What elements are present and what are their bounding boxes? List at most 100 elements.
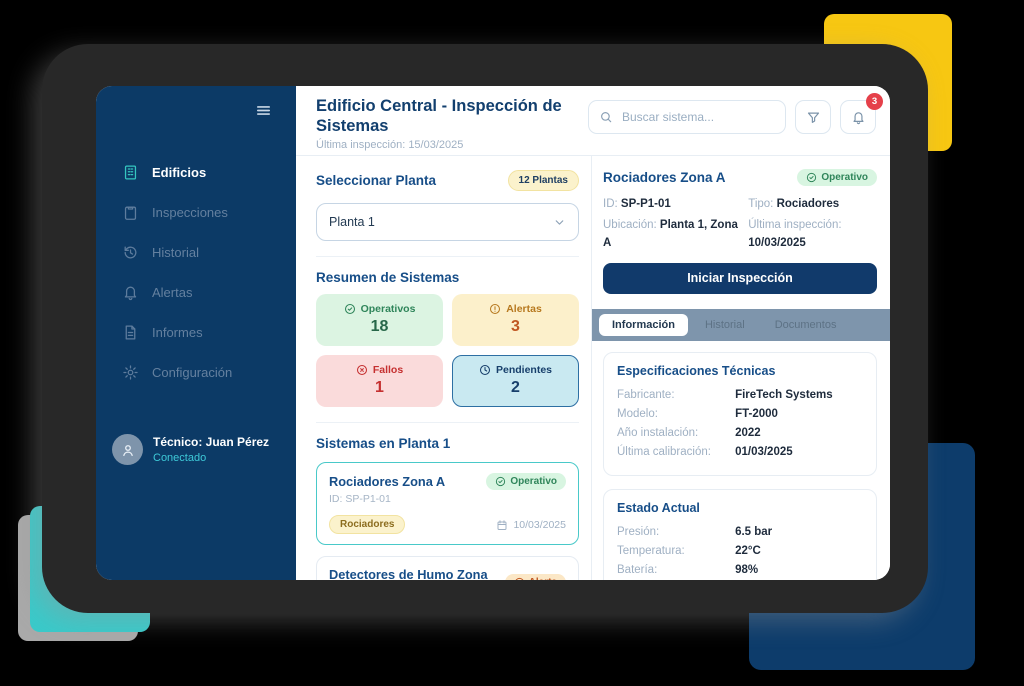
plant-select[interactable]: Planta 1 [316,203,579,241]
sidebar-item-alertas[interactable]: Alertas [112,277,280,308]
alert-circle-icon [514,577,525,580]
avatar [112,434,143,465]
system-name: Rociadores Zona A [329,474,446,489]
sidebar-item-inspecciones[interactable]: Inspecciones [112,197,280,228]
spec-row: Modelo: FT-2000 [617,408,778,421]
history-icon [122,244,139,261]
sidebar-item-configuracion[interactable]: Configuración [112,357,280,388]
system-type-tag: Rociadores [329,515,406,534]
status-badge: Alerta [504,573,566,580]
summary-value: 1 [375,379,384,396]
filter-button[interactable] [795,100,831,134]
system-name: Detectores de Humo Zona B [329,567,488,580]
sidebar-item-label: Edificios [152,165,207,180]
right-column: Rociadores Zona A Operativo ID: SP-P1-01 [592,156,890,580]
detail-fields: ID: SP-P1-01 Tipo: Rociadores Ubicación:… [603,196,877,252]
status-badge: Operativo [486,473,566,490]
detail-field: Ubicación: Planta 1, Zona A [603,219,738,249]
page-subtitle: Última inspección: 15/03/2025 [316,139,464,152]
bell-icon [122,284,139,301]
tab-informacion[interactable]: Información [599,313,688,336]
system-list-item[interactable]: Detectores de Humo Zona B Alerta ID: SP-… [316,556,579,580]
system-id: ID: SP-P1-01 [329,493,391,505]
state-row: Temperatura: 22°C [617,545,761,558]
system-date: 10/03/2025 [496,519,566,531]
sidebar: Edificios Inspecciones Historial [96,86,296,580]
main-area: Edificio Central - Inspección de Sistema… [296,86,890,580]
summary-card-pendientes[interactable]: Pendientes 2 [452,355,579,407]
detail-field: Última inspección: 10/03/2025 [748,219,842,249]
search-box[interactable] [588,100,786,134]
funnel-icon [806,110,821,125]
topbar: Edificio Central - Inspección de Sistema… [296,86,890,156]
specs-card: Especificaciones Técnicas Fabricante: Fir… [603,351,877,476]
plant-select-value: Planta 1 [329,215,375,229]
summary-card-alertas[interactable]: Alertas 3 [452,294,579,346]
sidebar-item-label: Alertas [152,285,193,300]
gear-icon [122,364,139,381]
check-circle-icon [495,476,506,487]
page-title: Edificio Central - Inspección de Sistema… [316,97,562,136]
sidebar-item-informes[interactable]: Informes [112,317,280,348]
notifications-button[interactable]: 3 [840,93,883,134]
tablet-frame: Edificios Inspecciones Historial [42,44,928,613]
system-list-item[interactable]: Rociadores Zona A Operativo ID: SP-P1-01 [316,462,579,545]
summary-card-fallos[interactable]: Fallos 1 [316,355,443,407]
left-column: Seleccionar Planta 12 Plantas Planta 1 R… [296,156,592,580]
x-circle-icon [356,364,368,376]
current-state-card: Estado Actual Presión: 6.5 bar Temperatur… [603,488,877,580]
content: Seleccionar Planta 12 Plantas Planta 1 R… [296,156,890,580]
tab-historial[interactable]: Historial [704,318,745,331]
summary-value: 2 [511,379,520,396]
spec-row: Última calibración: 01/03/2025 [617,446,793,459]
detail-field: ID: SP-P1-01 [603,198,671,210]
state-title: Estado Actual [617,500,700,515]
notification-badge: 3 [866,93,883,110]
divider [316,256,579,257]
sidebar-item-label: Configuración [152,365,233,380]
clipboard-icon [122,204,139,221]
search-input[interactable] [620,109,775,125]
check-circle-icon [344,303,356,315]
clock-icon [479,364,491,376]
app-screen: Edificios Inspecciones Historial [96,86,890,580]
spec-row: Fabricante: FireTech Systems [617,389,833,402]
summary-card-operativos[interactable]: Operativos 18 [316,294,443,346]
calendar-icon [496,519,508,531]
detail-header: Rociadores Zona A Operativo ID: SP-P1-01 [592,156,890,294]
sidebar-item-label: Informes [152,325,203,340]
summary-value: 18 [370,318,389,335]
specs-title: Especificaciones Técnicas [617,363,776,378]
user-status: Conectado [153,451,207,464]
divider [316,422,579,423]
tab-documentos[interactable]: Documentos [774,318,837,331]
search-icon [599,110,613,124]
sidebar-item-historial[interactable]: Historial [112,237,280,268]
sidebar-item-edificios[interactable]: Edificios [112,157,280,188]
sidebar-item-label: Inspecciones [152,205,228,220]
summary-section-title: Resumen de Sistemas [316,270,460,285]
check-circle-icon [806,172,817,183]
summary-grid: Operativos 18 Alertas [316,294,579,407]
status-badge: Operativo [797,169,877,186]
user-name: Técnico: Juan Pérez [153,435,270,450]
detail-tabs: Información Historial Documentos [592,308,890,341]
state-row: Presión: 6.5 bar [617,526,773,539]
systems-section-title: Sistemas en Planta 1 [316,436,451,451]
plant-section-title: Seleccionar Planta [316,173,437,188]
summary-value: 3 [511,318,520,335]
plant-count-badge: 12 Plantas [507,170,579,191]
topbar-controls: 3 [588,93,883,134]
detail-field: Tipo: Rociadores [748,198,840,210]
user-profile[interactable]: Técnico: Juan Pérez Conectado [96,434,296,465]
document-icon [122,324,139,341]
state-row: Batería: 98% [617,564,759,577]
menu-icon[interactable] [255,102,272,119]
detail-body: Especificaciones Técnicas Fabricante: Fir… [592,341,890,580]
start-inspection-button[interactable]: Iniciar Inspección [603,262,877,294]
bell-icon [851,110,866,125]
detail-title: Rociadores Zona A [603,170,726,185]
chevron-down-icon [553,216,566,229]
building-icon [122,164,139,181]
